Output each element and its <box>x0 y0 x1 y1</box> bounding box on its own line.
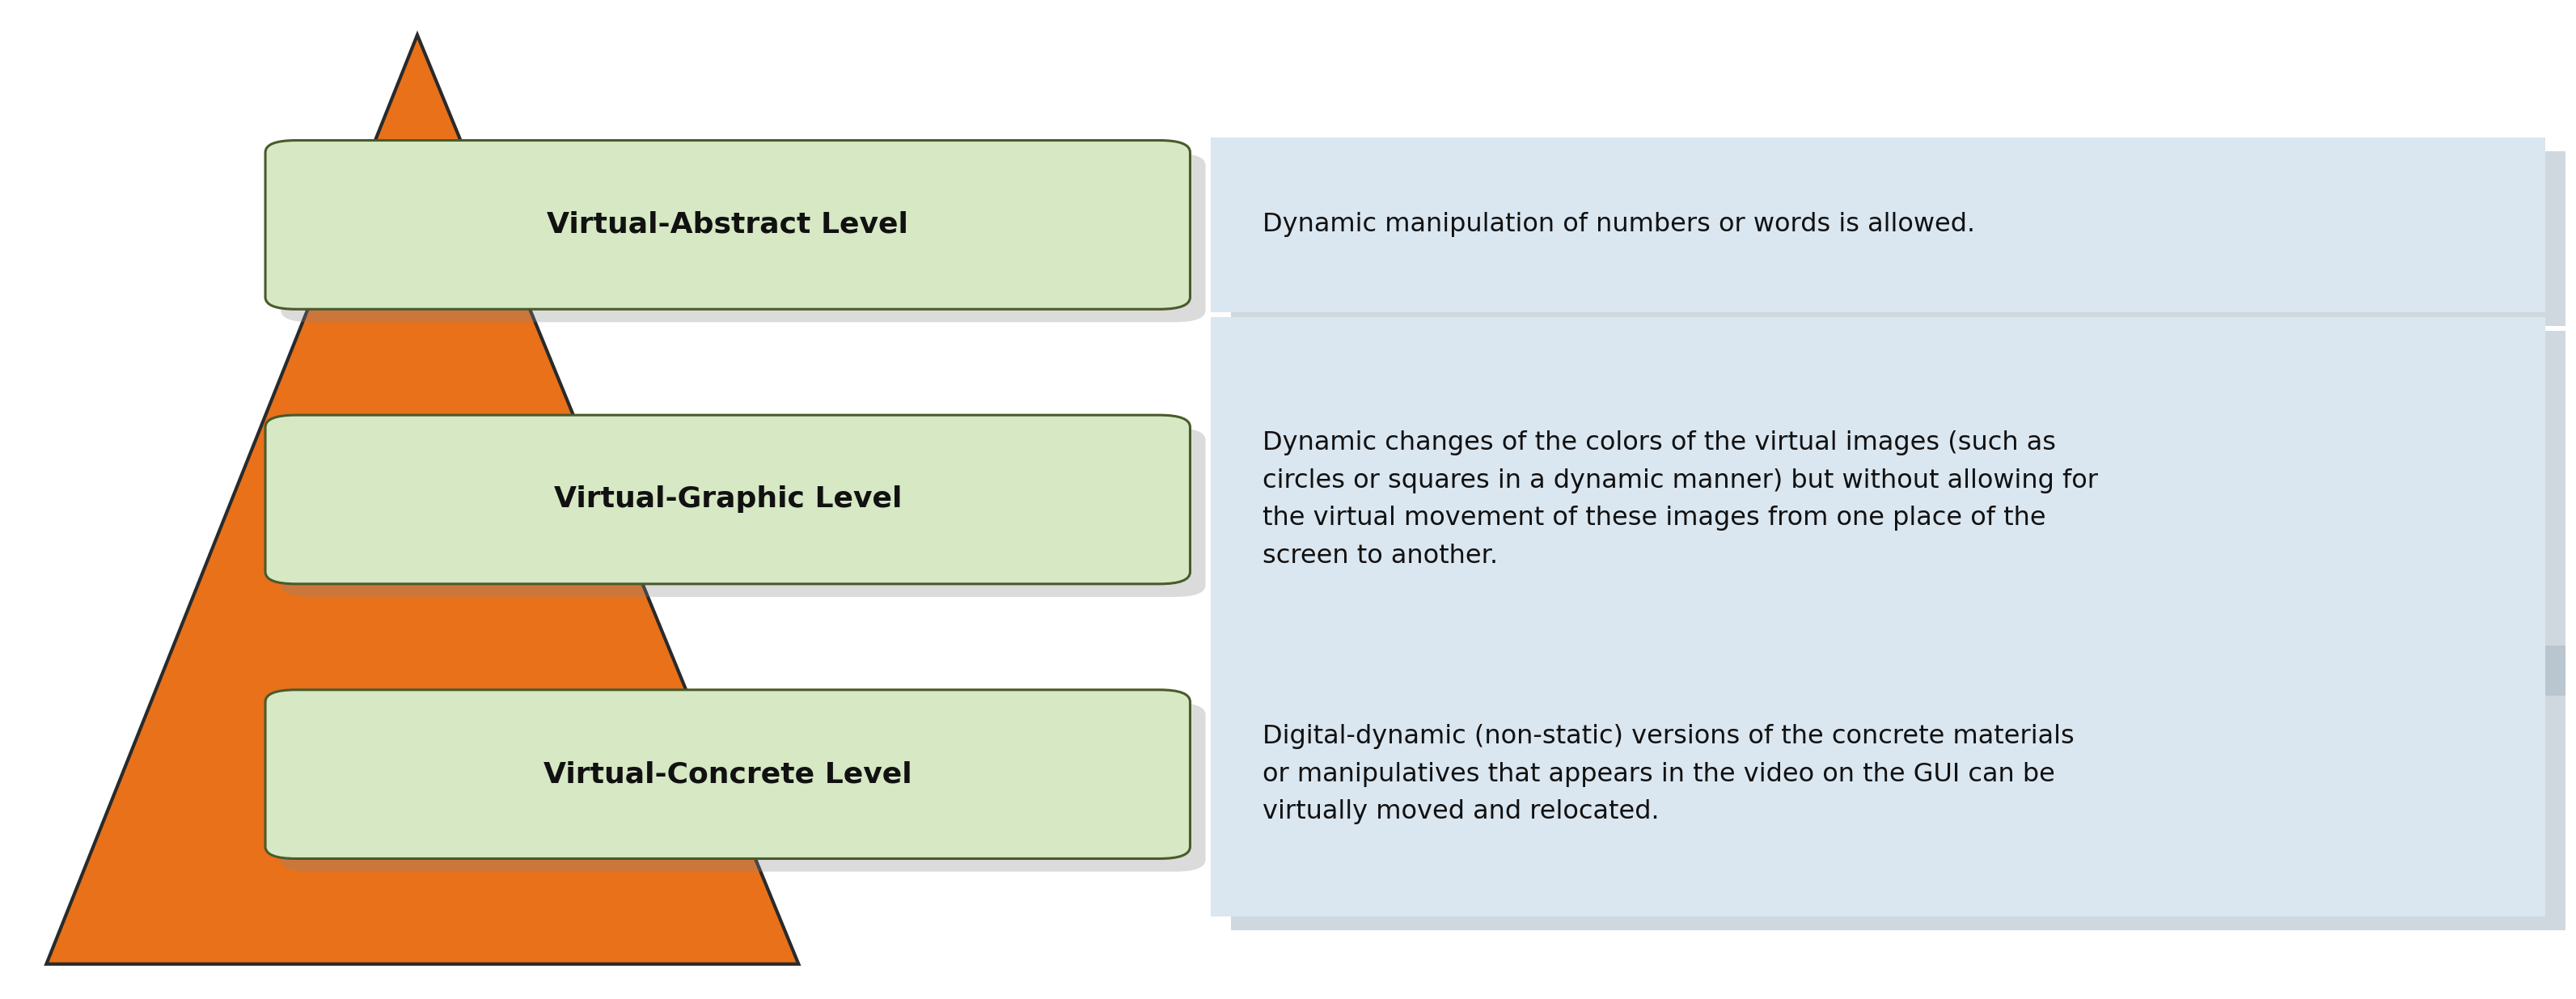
Text: Dynamic changes of the colors of the virtual images (such as
circles or squares : Dynamic changes of the colors of the vir… <box>1262 431 2097 568</box>
FancyBboxPatch shape <box>1211 138 2545 312</box>
Text: Dynamic manipulation of numbers or words is allowed.: Dynamic manipulation of numbers or words… <box>1262 212 1976 238</box>
FancyBboxPatch shape <box>1231 332 2566 695</box>
Text: Virtual-Concrete Level: Virtual-Concrete Level <box>544 760 912 788</box>
FancyBboxPatch shape <box>281 703 1206 871</box>
Text: Digital-dynamic (non-static) versions of the concrete materials
or manipulatives: Digital-dynamic (non-static) versions of… <box>1262 724 2074 824</box>
Text: Virtual-Graphic Level: Virtual-Graphic Level <box>554 486 902 513</box>
FancyBboxPatch shape <box>281 154 1206 322</box>
Text: Virtual-Abstract Level: Virtual-Abstract Level <box>546 211 909 239</box>
FancyBboxPatch shape <box>265 416 1190 583</box>
FancyBboxPatch shape <box>1211 632 2545 917</box>
FancyBboxPatch shape <box>265 141 1190 310</box>
FancyBboxPatch shape <box>1231 151 2566 326</box>
FancyBboxPatch shape <box>265 689 1190 858</box>
FancyBboxPatch shape <box>1231 646 2566 931</box>
FancyBboxPatch shape <box>1211 318 2545 681</box>
Polygon shape <box>46 35 799 964</box>
FancyBboxPatch shape <box>281 429 1206 597</box>
